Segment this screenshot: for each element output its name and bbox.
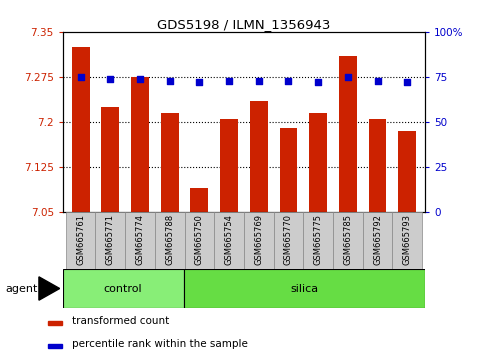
- Bar: [185, 212, 214, 269]
- Point: [136, 76, 144, 82]
- Bar: [48, 344, 62, 348]
- Text: agent: agent: [5, 284, 37, 293]
- Text: GSM665754: GSM665754: [225, 214, 234, 265]
- Point: [314, 80, 322, 85]
- Bar: [66, 212, 96, 269]
- Text: control: control: [104, 284, 142, 293]
- Point: [284, 78, 292, 84]
- Point: [403, 80, 411, 85]
- Text: GSM665771: GSM665771: [106, 214, 115, 265]
- Point: [255, 78, 263, 84]
- Polygon shape: [39, 277, 60, 300]
- Bar: [244, 212, 273, 269]
- Bar: [220, 119, 238, 212]
- Point: [196, 80, 203, 85]
- Bar: [63, 269, 184, 308]
- Text: silica: silica: [290, 284, 318, 293]
- Bar: [96, 212, 125, 269]
- Bar: [155, 212, 185, 269]
- Point: [374, 78, 382, 84]
- Point: [344, 74, 352, 80]
- Point: [225, 78, 233, 84]
- Bar: [161, 113, 179, 212]
- Text: GSM665750: GSM665750: [195, 214, 204, 265]
- Point: [77, 74, 85, 80]
- Text: GSM665793: GSM665793: [403, 214, 412, 265]
- Text: GSM665770: GSM665770: [284, 214, 293, 265]
- Bar: [309, 113, 327, 212]
- Bar: [125, 212, 155, 269]
- Bar: [48, 321, 62, 325]
- Point: [106, 76, 114, 82]
- Text: GSM665775: GSM665775: [313, 214, 323, 265]
- Point: [166, 78, 173, 84]
- Text: GSM665792: GSM665792: [373, 214, 382, 265]
- Bar: [339, 56, 357, 212]
- Bar: [369, 119, 386, 212]
- Bar: [250, 101, 268, 212]
- Bar: [184, 269, 425, 308]
- Bar: [273, 212, 303, 269]
- Text: GSM665774: GSM665774: [136, 214, 144, 265]
- Text: GSM665761: GSM665761: [76, 214, 85, 265]
- Bar: [363, 212, 392, 269]
- Text: GSM665788: GSM665788: [165, 214, 174, 265]
- Bar: [280, 128, 298, 212]
- Bar: [131, 77, 149, 212]
- Bar: [333, 212, 363, 269]
- Bar: [190, 188, 208, 212]
- Text: transformed count: transformed count: [72, 316, 170, 326]
- Text: GSM665785: GSM665785: [343, 214, 352, 265]
- Bar: [71, 47, 89, 212]
- Bar: [101, 107, 119, 212]
- Bar: [392, 212, 422, 269]
- Text: GSM665769: GSM665769: [254, 214, 263, 265]
- Bar: [214, 212, 244, 269]
- Title: GDS5198 / ILMN_1356943: GDS5198 / ILMN_1356943: [157, 18, 330, 31]
- Text: percentile rank within the sample: percentile rank within the sample: [72, 339, 248, 349]
- Bar: [398, 131, 416, 212]
- Bar: [303, 212, 333, 269]
